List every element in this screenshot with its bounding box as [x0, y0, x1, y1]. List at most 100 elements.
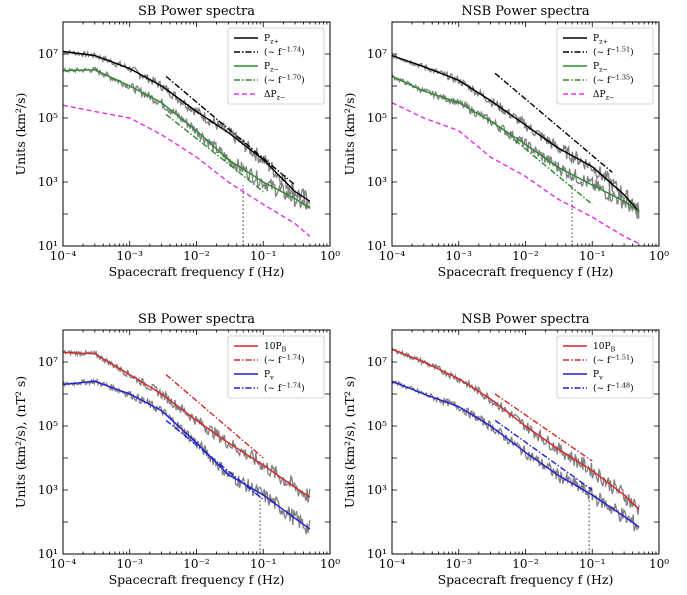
series-line	[494, 393, 593, 462]
legend-box	[556, 27, 654, 105]
series-line	[392, 348, 640, 510]
x-axis-label: Spacecraft frequency f (Hz)	[438, 264, 614, 279]
legend-label: Pv​	[264, 370, 274, 382]
series-line	[63, 69, 311, 209]
x-tick-label: 10⁻³	[117, 249, 144, 263]
raw-spectrum-trace	[392, 347, 640, 515]
plot-area	[392, 347, 640, 554]
plot-area	[63, 49, 311, 246]
panel-title: SB Power spectra	[138, 4, 255, 19]
legend: Pz+​(∼ f−1.51​) Pz−​(∼ f−1.35​) ΔPz−​	[556, 27, 654, 105]
chart-panel-3: SB Power spectra Spacecraft frequency f (…	[13, 312, 340, 587]
x-tick-label: 10⁰	[649, 557, 669, 571]
series-line	[392, 75, 640, 213]
legend-label: (∼ f−1.74​)	[264, 46, 305, 59]
series-line	[392, 380, 640, 528]
legend-label: (∼ f−1.74​)	[264, 382, 305, 395]
legend-label: (∼ f−1.70​)	[264, 74, 305, 87]
legend-label: ΔPz−​	[593, 90, 614, 102]
axes-frame	[391, 21, 660, 247]
x-axis-label: Spacecraft frequency f (Hz)	[438, 572, 614, 587]
legend-label: Pz+​	[593, 34, 608, 46]
y-axis-label: Units (km²/s), (nT² s)	[342, 376, 357, 508]
x-tick-label: 10⁻¹	[579, 249, 605, 263]
legend-label: (∼ f−1.35​)	[593, 74, 634, 87]
raw-spectrum-trace	[63, 377, 311, 535]
y-axis-label: Units (km²/s)	[13, 93, 28, 176]
legend-label: (∼ f−1.51​)	[593, 46, 634, 59]
chart-panel-2: NSB Power spectra Spacecraft frequency f …	[342, 4, 669, 279]
x-tick-label: 10⁻²	[512, 557, 539, 571]
raw-spectrum-trace	[63, 66, 311, 210]
y-tick-label: 10⁵	[367, 111, 387, 125]
x-tick-label: 10⁻¹	[250, 249, 276, 263]
x-tick-label: 10⁻²	[512, 249, 539, 263]
series-line	[165, 374, 264, 459]
legend-box	[227, 27, 325, 105]
legend-label: Pz+​	[264, 34, 279, 46]
legend-label: (∼ f−1.74​)	[264, 354, 305, 367]
legend-label: (∼ f−1.51​)	[593, 354, 634, 367]
series-line	[494, 72, 613, 173]
y-tick-label: 10⁵	[38, 111, 58, 125]
x-tick-label: 10⁻²	[183, 249, 210, 263]
series-line	[392, 54, 640, 212]
series-line	[165, 113, 264, 193]
series-line	[392, 102, 640, 245]
x-tick-label: 10⁻²	[183, 557, 210, 571]
x-tick-label: 10⁻⁴	[379, 249, 406, 263]
legend: Pz+​(∼ f−1.74​) Pz−​(∼ f−1.70​) ΔPz−​	[227, 27, 325, 105]
axes-frame	[62, 21, 331, 247]
x-tick-label: 10⁰	[320, 249, 340, 263]
x-tick-label: 10⁻⁴	[50, 249, 77, 263]
y-tick-label: 10⁵	[38, 419, 58, 433]
series-line	[63, 104, 311, 237]
raw-spectrum-trace	[392, 379, 640, 532]
y-tick-label: 10³	[367, 175, 387, 189]
axes-frame	[391, 329, 660, 555]
legend-label: ΔPz−​	[264, 90, 285, 102]
y-tick-label: 10³	[38, 175, 58, 189]
legend-box	[227, 335, 325, 399]
x-tick-label: 10⁻³	[117, 557, 144, 571]
x-tick-label: 10⁻¹	[579, 557, 605, 571]
plot-area	[392, 53, 640, 246]
plot-area	[63, 349, 311, 554]
legend-box	[556, 335, 654, 399]
y-tick-label: 10⁷	[367, 355, 387, 369]
series-line	[63, 351, 311, 498]
x-tick-label: 10⁻³	[446, 249, 473, 263]
y-tick-label: 10¹	[38, 547, 58, 561]
legend: 10PB​(∼ f−1.51​) Pv​(∼ f−1.48​)	[556, 335, 654, 399]
panel-title: SB Power spectra	[138, 312, 255, 327]
y-tick-label: 10⁷	[367, 47, 387, 61]
legend: 10PB​(∼ f−1.74​)Pv​(∼ f−1.74​)	[227, 335, 325, 399]
series-line	[63, 50, 311, 202]
axes-frame	[62, 329, 331, 555]
x-tick-label: 10⁰	[649, 249, 669, 263]
legend-label: (∼ f−1.48​)	[593, 382, 634, 395]
legend-label: 10PB​	[264, 342, 287, 354]
y-tick-label: 10³	[367, 483, 387, 497]
y-tick-label: 10⁷	[38, 355, 58, 369]
legend-label: Pz−​	[264, 62, 279, 74]
series-line	[494, 419, 593, 491]
panel-title: NSB Power spectra	[461, 312, 590, 327]
x-tick-label: 10⁻⁴	[379, 557, 406, 571]
series-line	[63, 380, 311, 530]
x-axis-label: Spacecraft frequency f (Hz)	[109, 572, 285, 587]
y-tick-label: 10⁷	[38, 47, 58, 61]
y-axis-label: Units (km²/s)	[342, 93, 357, 176]
x-tick-label: 10⁰	[320, 557, 340, 571]
y-tick-label: 10¹	[367, 547, 387, 561]
y-tick-label: 10¹	[38, 239, 58, 253]
raw-spectrum-trace	[63, 49, 311, 210]
y-tick-label: 10⁵	[367, 419, 387, 433]
x-tick-label: 10⁻⁴	[50, 557, 77, 571]
series-line	[165, 75, 296, 186]
y-axis-label: Units (km²/s), (nT² s)	[13, 376, 28, 508]
series-line	[165, 419, 264, 501]
x-tick-label: 10⁻¹	[250, 557, 276, 571]
legend-label: 10PB​	[593, 342, 616, 354]
series-line	[514, 139, 593, 205]
